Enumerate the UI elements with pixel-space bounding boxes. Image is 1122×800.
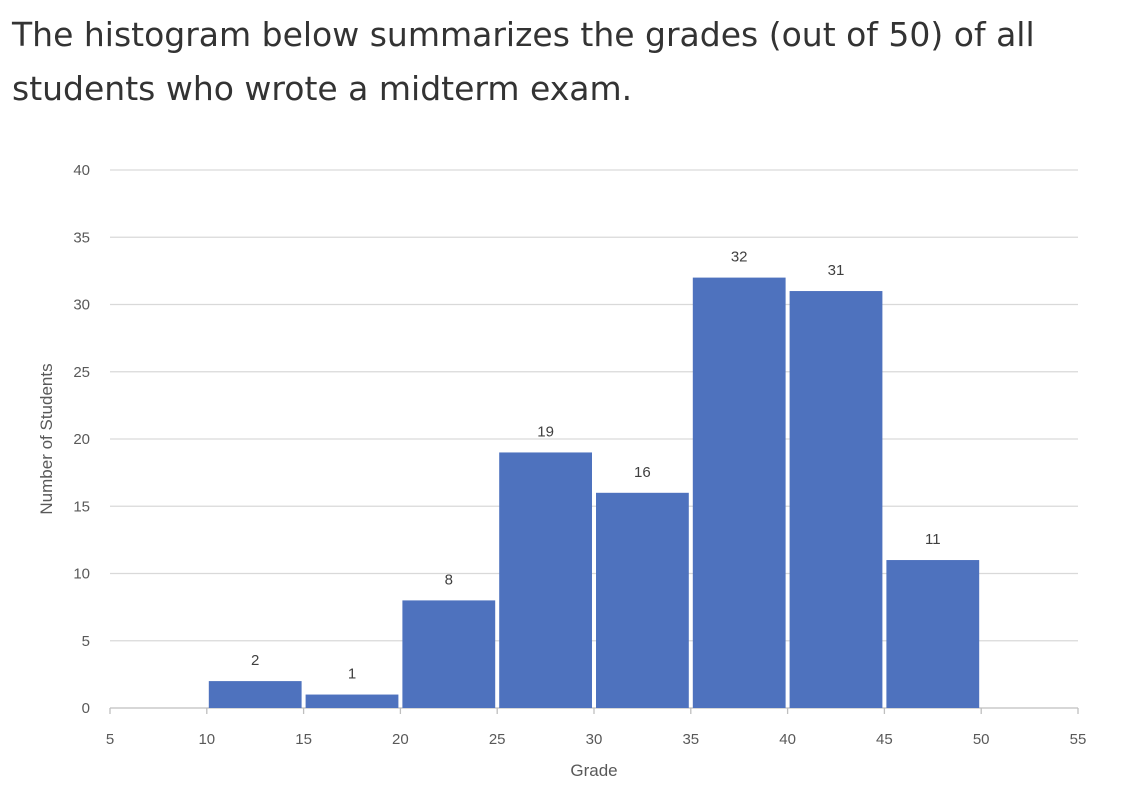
bar-data-label: 32 [731,249,748,266]
y-tick-label: 0 [82,700,90,717]
y-axis-ticks: 0 5 10 15 20 25 30 35 40 [73,162,90,717]
histogram-bar [305,694,399,708]
y-axis-title: Number of Students [37,363,56,514]
y-tick-label: 15 [73,498,90,515]
x-tick-label: 25 [489,731,506,748]
x-tick-label: 35 [682,731,699,748]
y-tick-label: 30 [73,297,90,314]
bar-data-label: 1 [348,666,356,683]
bars [208,277,980,708]
gridlines [110,169,1078,709]
y-tick-label: 20 [73,431,90,448]
y-tick-label: 10 [73,566,90,583]
histogram-bar [886,560,980,708]
x-tick-label: 55 [1070,731,1087,748]
x-axis-ticks: 5 10 15 20 25 30 35 40 45 50 55 [106,708,1087,748]
bar-data-label: 2 [251,652,259,669]
bar-data-label: 31 [828,262,845,279]
x-tick-label: 45 [876,731,893,748]
bar-data-label: 11 [925,531,941,548]
data-labels: 2 1 8 19 16 32 31 11 [251,249,941,683]
bar-data-label: 16 [634,464,651,481]
bar-data-label: 8 [445,571,453,588]
histogram-bar [402,600,496,708]
x-tick-label: 20 [392,731,409,748]
y-tick-label: 35 [73,229,90,246]
histogram-bar [596,492,689,708]
x-tick-label: 10 [198,731,215,748]
bar-data-label: 19 [537,423,554,440]
x-tick-label: 30 [586,731,603,748]
histogram-bar [789,291,883,708]
y-tick-label: 5 [82,633,90,650]
x-tick-label: 15 [295,731,312,748]
x-tick-label: 50 [973,731,990,748]
histogram-bar [692,277,786,708]
question-text: The histogram below summarizes the grade… [12,15,1035,108]
x-tick-label: 40 [779,731,796,748]
x-tick-label: 5 [106,731,114,748]
x-axis-title: Grade [570,761,617,780]
y-tick-label: 40 [73,162,90,179]
histogram-bar [499,452,592,708]
y-tick-label: 25 [73,364,90,381]
histogram-bar [208,681,302,708]
